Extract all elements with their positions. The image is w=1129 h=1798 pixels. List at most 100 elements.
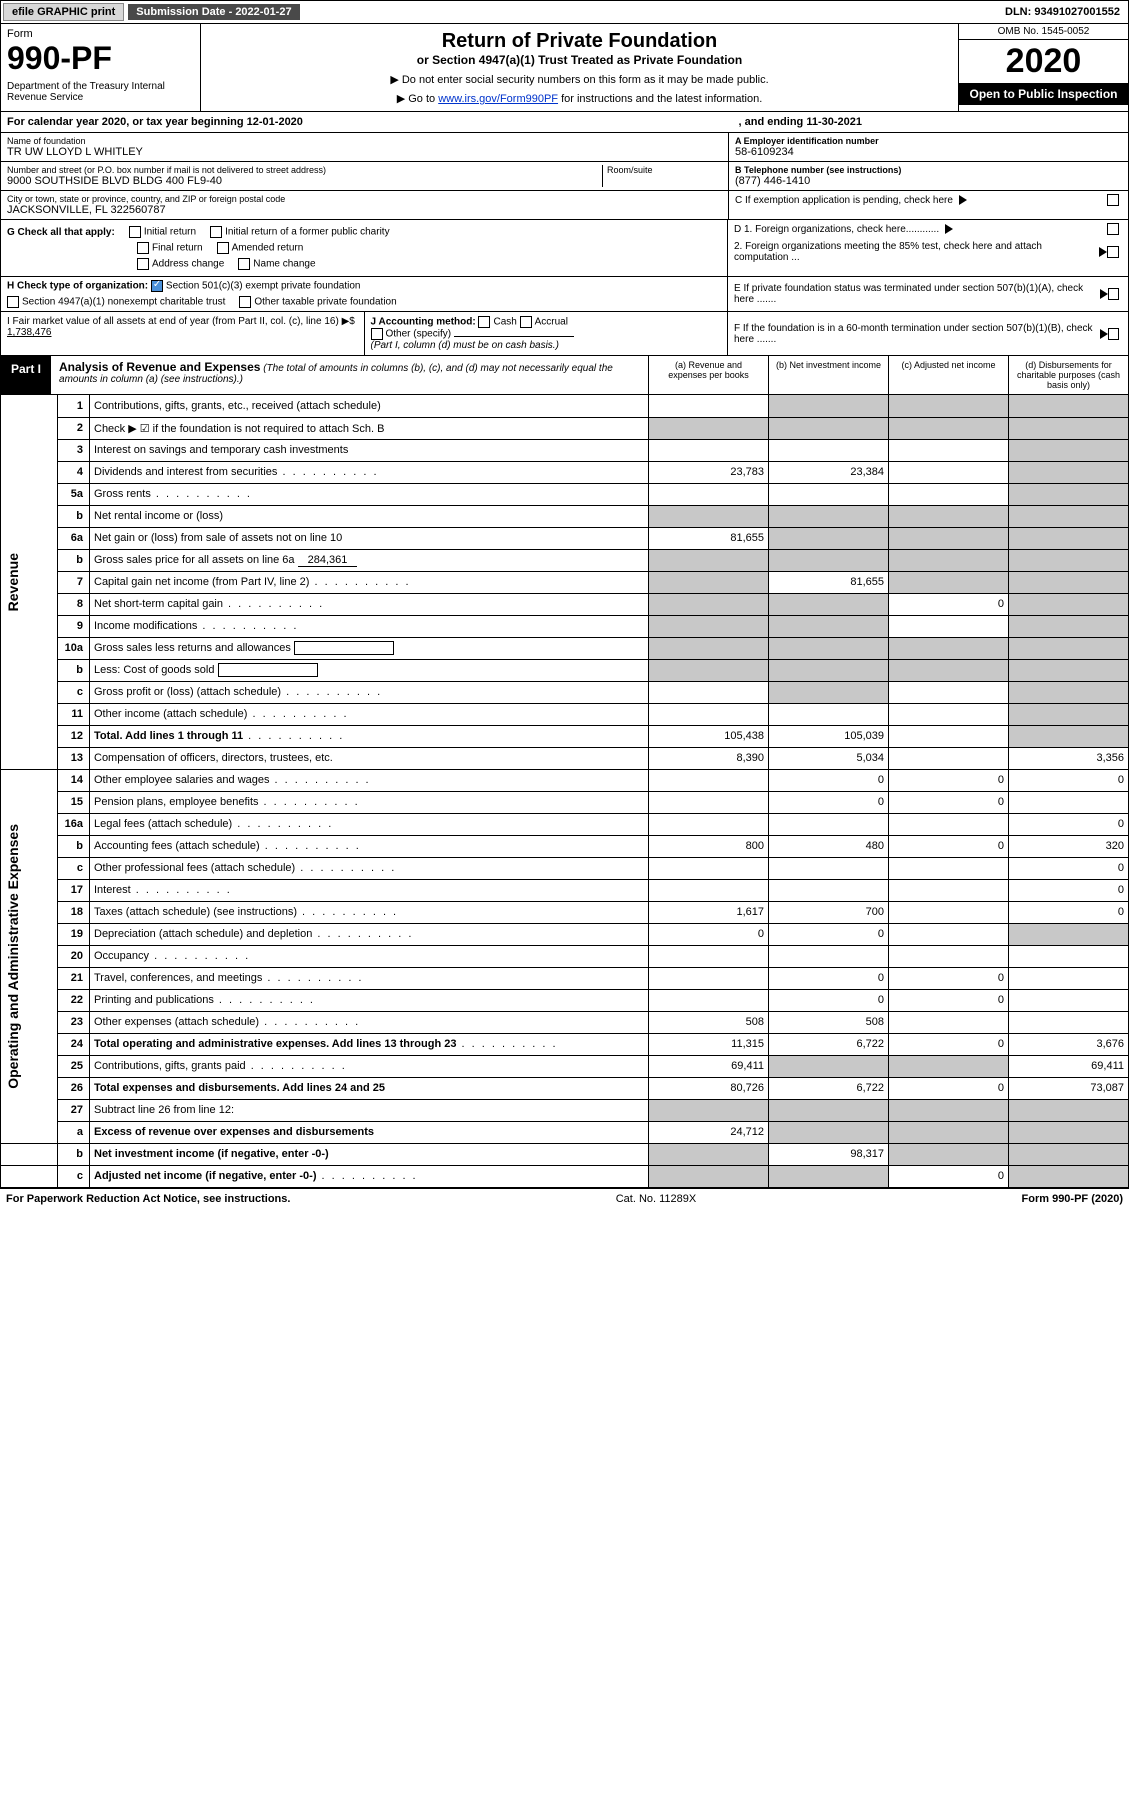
table-row: 4Dividends and interest from securities2… (1, 461, 1129, 483)
expenses-side-label: Operating and Administrative Expenses (5, 824, 21, 1089)
table-row: bGross sales price for all assets on lin… (1, 549, 1129, 571)
irs-link[interactable]: www.irs.gov/Form990PF (438, 93, 558, 105)
paperwork-notice: For Paperwork Reduction Act Notice, see … (6, 1193, 290, 1205)
table-row: Revenue 1Contributions, gifts, grants, e… (1, 395, 1129, 417)
addr-label: Number and street (or P.O. box number if… (7, 165, 602, 175)
h-other-checkbox[interactable] (239, 296, 251, 308)
col-d-header: (d) Disbursements for charitable purpose… (1008, 356, 1128, 394)
table-row: 21Travel, conferences, and meetings00 (1, 967, 1129, 989)
dept-treasury: Department of the Treasury Internal Reve… (7, 81, 194, 103)
line6a-desc: Net gain or (loss) from sale of assets n… (90, 527, 649, 549)
part1-title: Analysis of Revenue and Expenses (59, 360, 260, 374)
line6b-value: 284,361 (298, 554, 358, 567)
name-change-checkbox[interactable] (238, 258, 250, 270)
city-label: City or town, state or province, country… (7, 194, 722, 204)
f-label: F If the foundation is in a 60-month ter… (734, 323, 1094, 345)
line27-desc: Subtract line 26 from line 12: (90, 1099, 649, 1121)
j-accrual-checkbox[interactable] (520, 316, 532, 328)
line25-d: 69,411 (1009, 1055, 1129, 1077)
table-row: 8Net short-term capital gain0 (1, 593, 1129, 615)
f-checkbox[interactable] (1108, 328, 1119, 340)
line16c-d: 0 (1009, 857, 1129, 879)
amended-return-checkbox[interactable] (217, 242, 229, 254)
line16b-b: 480 (769, 835, 889, 857)
line13-b: 5,034 (769, 747, 889, 769)
table-row: bNet rental income or (loss) (1, 505, 1129, 527)
j-cash-label: Cash (493, 317, 516, 328)
efile-print-button[interactable]: efile GRAPHIC print (3, 3, 124, 21)
e-checkbox[interactable] (1108, 288, 1119, 300)
h-4947-checkbox[interactable] (7, 296, 19, 308)
line27b-b: 98,317 (769, 1143, 889, 1165)
line16a-d: 0 (1009, 813, 1129, 835)
table-row: bNet investment income (if negative, ent… (1, 1143, 1129, 1165)
line24-c: 0 (889, 1033, 1009, 1055)
line15-b: 0 (769, 791, 889, 813)
line16b-d: 320 (1009, 835, 1129, 857)
initial-return-label: Initial return (144, 227, 196, 238)
d1-label: D 1. Foreign organizations, check here..… (734, 224, 939, 235)
pending-checkbox[interactable] (1107, 194, 1119, 206)
name-change-label: Name change (253, 259, 315, 270)
addr-change-checkbox[interactable] (137, 258, 149, 270)
line12-b: 105,039 (769, 725, 889, 747)
line12-desc: Total. Add lines 1 through 11 (94, 730, 243, 742)
table-row: 22Printing and publications00 (1, 989, 1129, 1011)
line10c-desc: Gross profit or (loss) (attach schedule) (90, 681, 649, 703)
h-501c3-checkbox[interactable] (151, 280, 163, 292)
line19-a: 0 (649, 923, 769, 945)
col-b-header: (b) Net investment income (768, 356, 888, 394)
entity-info: Name of foundation TR UW LLOYD L WHITLEY… (0, 133, 1129, 220)
table-row: 13Compensation of officers, directors, t… (1, 747, 1129, 769)
room-label: Room/suite (607, 165, 722, 175)
line24-d: 3,676 (1009, 1033, 1129, 1055)
line9-desc: Income modifications (90, 615, 649, 637)
line26-desc: Total expenses and disbursements. Add li… (94, 1082, 385, 1094)
line8-c: 0 (889, 593, 1009, 615)
line25-a: 69,411 (649, 1055, 769, 1077)
line18-d: 0 (1009, 901, 1129, 923)
table-row: 11Other income (attach schedule) (1, 703, 1129, 725)
j-label: J Accounting method: (371, 317, 476, 328)
foundation-name: TR UW LLOYD L WHITLEY (7, 146, 722, 158)
line26-d: 73,087 (1009, 1077, 1129, 1099)
initial-former-checkbox[interactable] (210, 226, 222, 238)
j-cash-checkbox[interactable] (478, 316, 490, 328)
line27a-desc: Excess of revenue over expenses and disb… (94, 1126, 374, 1138)
ssn-note: ▶ Do not enter social security numbers o… (213, 73, 946, 86)
line15-c: 0 (889, 791, 1009, 813)
form-word: Form (7, 28, 194, 40)
page-footer: For Paperwork Reduction Act Notice, see … (0, 1188, 1129, 1209)
d2-checkbox[interactable] (1107, 246, 1119, 258)
d2-label: 2. Foreign organizations meeting the 85%… (734, 241, 1093, 263)
line18-b: 700 (769, 901, 889, 923)
city-state-zip: JACKSONVILLE, FL 322560787 (7, 204, 722, 216)
row-g-d: G Check all that apply: Initial return I… (0, 220, 1129, 277)
table-row: 24Total operating and administrative exp… (1, 1033, 1129, 1055)
name-label: Name of foundation (7, 136, 722, 146)
line22-c: 0 (889, 989, 1009, 1011)
tel-label: B Telephone number (see instructions) (735, 165, 1122, 175)
table-row: aExcess of revenue over expenses and dis… (1, 1121, 1129, 1143)
line27b-desc: Net investment income (if negative, ente… (94, 1148, 329, 1160)
arrow-icon (1099, 247, 1107, 257)
j-other-label: Other (specify) (386, 329, 452, 340)
line27c-desc: Adjusted net income (if negative, enter … (94, 1170, 316, 1182)
line27c-c: 0 (889, 1165, 1009, 1187)
line10a-desc: Gross sales less returns and allowances (94, 642, 291, 654)
line24-b: 6,722 (769, 1033, 889, 1055)
line23-desc: Other expenses (attach schedule) (90, 1011, 649, 1033)
line26-c: 0 (889, 1077, 1009, 1099)
final-return-checkbox[interactable] (137, 242, 149, 254)
street-address: 9000 SOUTHSIDE BLVD BLDG 400 FL9-40 (7, 175, 602, 187)
initial-return-checkbox[interactable] (129, 226, 141, 238)
d1-checkbox[interactable] (1107, 223, 1119, 235)
goto-note: ▶ Go to www.irs.gov/Form990PF for instru… (213, 92, 946, 105)
j-other-checkbox[interactable] (371, 328, 383, 340)
line8-desc: Net short-term capital gain (90, 593, 649, 615)
initial-former-label: Initial return of a former public charit… (225, 227, 390, 238)
table-row: 26Total expenses and disbursements. Add … (1, 1077, 1129, 1099)
line20-desc: Occupancy (90, 945, 649, 967)
table-row: cOther professional fees (attach schedul… (1, 857, 1129, 879)
table-row: 19Depreciation (attach schedule) and dep… (1, 923, 1129, 945)
